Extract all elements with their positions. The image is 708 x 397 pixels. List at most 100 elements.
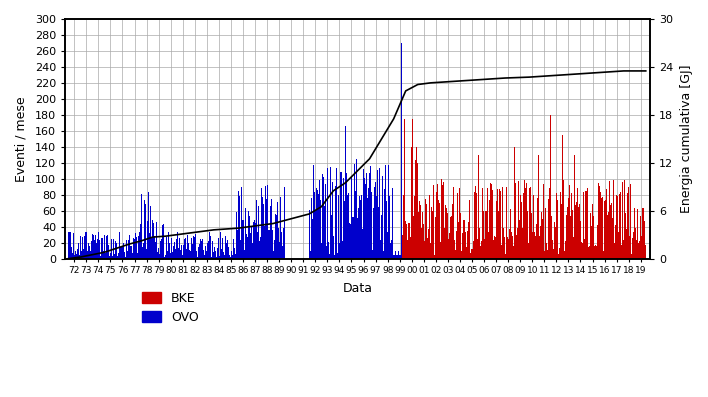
- Bar: [196, 251, 198, 259]
- Bar: [545, 208, 546, 259]
- Bar: [130, 246, 131, 259]
- Bar: [342, 241, 343, 259]
- Bar: [164, 257, 165, 259]
- Bar: [208, 241, 210, 259]
- Bar: [604, 253, 605, 259]
- Bar: [592, 253, 593, 259]
- Bar: [506, 187, 507, 259]
- Bar: [581, 256, 582, 259]
- Bar: [498, 253, 500, 259]
- Bar: [578, 207, 579, 259]
- Bar: [356, 159, 357, 259]
- Bar: [163, 224, 164, 259]
- Bar: [590, 258, 591, 259]
- Bar: [418, 254, 419, 259]
- Bar: [201, 241, 202, 259]
- Bar: [101, 238, 102, 259]
- Bar: [347, 195, 348, 259]
- Bar: [236, 212, 237, 259]
- Bar: [479, 254, 481, 259]
- Bar: [312, 219, 313, 259]
- Bar: [606, 257, 607, 259]
- Bar: [396, 254, 397, 259]
- Bar: [624, 180, 625, 259]
- Bar: [191, 238, 193, 259]
- Bar: [345, 126, 346, 259]
- Bar: [446, 208, 447, 259]
- Bar: [96, 243, 97, 259]
- Bar: [565, 258, 566, 259]
- Bar: [545, 256, 546, 259]
- Bar: [224, 254, 225, 259]
- Bar: [572, 210, 573, 259]
- Bar: [598, 183, 599, 259]
- Bar: [447, 254, 448, 259]
- Bar: [638, 243, 639, 259]
- Bar: [162, 225, 163, 259]
- Bar: [406, 256, 407, 259]
- Bar: [603, 251, 604, 259]
- Bar: [91, 241, 92, 259]
- Bar: [139, 231, 140, 259]
- Bar: [529, 256, 530, 259]
- Bar: [479, 246, 481, 259]
- Bar: [577, 258, 578, 259]
- Bar: [407, 257, 409, 259]
- Bar: [601, 198, 602, 259]
- Bar: [464, 220, 465, 259]
- Bar: [640, 216, 641, 259]
- Bar: [481, 188, 483, 259]
- Bar: [446, 256, 447, 259]
- Bar: [414, 256, 416, 259]
- Bar: [351, 176, 352, 259]
- Bar: [104, 235, 105, 259]
- Bar: [583, 193, 584, 259]
- Bar: [622, 182, 623, 259]
- Bar: [534, 232, 535, 259]
- Bar: [426, 258, 428, 259]
- Bar: [543, 256, 544, 259]
- Bar: [222, 238, 224, 259]
- Bar: [110, 253, 111, 259]
- Bar: [234, 248, 236, 259]
- Bar: [326, 246, 327, 259]
- Bar: [626, 258, 627, 259]
- Bar: [498, 189, 500, 259]
- Bar: [349, 223, 350, 259]
- Bar: [255, 223, 256, 259]
- Bar: [438, 254, 440, 259]
- Bar: [88, 246, 90, 259]
- Bar: [270, 199, 272, 259]
- Bar: [127, 251, 128, 259]
- Bar: [638, 257, 639, 259]
- Bar: [161, 239, 162, 259]
- Bar: [402, 235, 403, 259]
- Bar: [599, 186, 600, 259]
- Bar: [606, 189, 607, 259]
- Bar: [450, 254, 452, 259]
- Bar: [573, 237, 574, 259]
- Bar: [218, 238, 219, 259]
- Bar: [510, 256, 512, 259]
- Bar: [319, 180, 320, 259]
- Bar: [273, 240, 275, 259]
- Bar: [550, 115, 551, 259]
- Bar: [202, 239, 203, 259]
- Bar: [496, 189, 498, 259]
- Bar: [501, 253, 502, 259]
- Bar: [455, 254, 457, 259]
- Bar: [586, 191, 587, 259]
- Bar: [505, 254, 506, 259]
- Bar: [282, 227, 284, 259]
- Bar: [370, 166, 371, 259]
- Bar: [459, 254, 460, 259]
- Bar: [173, 246, 174, 259]
- Bar: [315, 211, 316, 259]
- Bar: [477, 155, 479, 259]
- Bar: [554, 222, 555, 259]
- Bar: [137, 253, 138, 259]
- Bar: [421, 228, 422, 259]
- Bar: [596, 246, 597, 259]
- Bar: [260, 237, 261, 259]
- Bar: [560, 193, 561, 259]
